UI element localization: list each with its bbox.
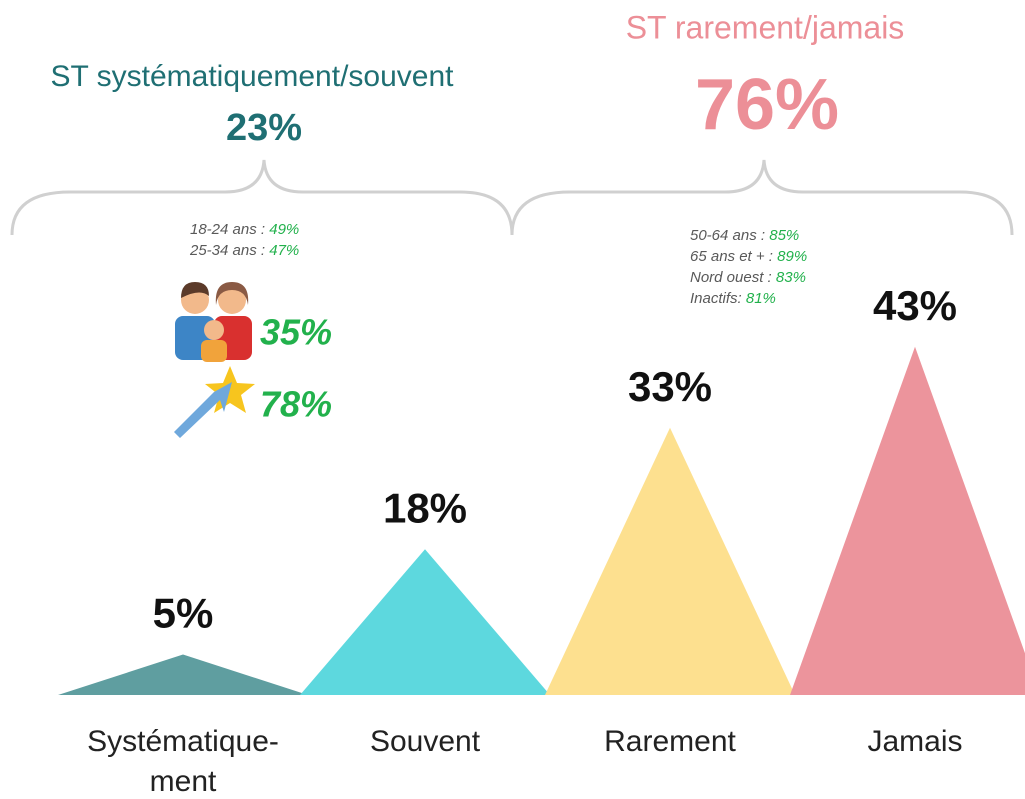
family-icon bbox=[175, 282, 252, 362]
group-title: ST rarement/jamais bbox=[626, 9, 905, 45]
note-value: 47% bbox=[269, 242, 299, 259]
note-value: 89% bbox=[777, 248, 807, 265]
value-label: 33% bbox=[628, 363, 712, 410]
note: 18-24 ans : 49% bbox=[190, 221, 299, 238]
icon-value: 78% bbox=[260, 384, 332, 425]
group-total: 23% bbox=[226, 107, 302, 149]
note-label: Inactifs: bbox=[690, 290, 742, 307]
star-click-icon bbox=[174, 366, 255, 438]
note: 25-34 ans : 47% bbox=[189, 242, 299, 259]
note: 50-64 ans : 85% bbox=[690, 227, 799, 244]
value-label: 5% bbox=[153, 590, 214, 637]
note-value: 85% bbox=[769, 227, 799, 244]
brace bbox=[10, 159, 514, 236]
note-value: 83% bbox=[776, 269, 806, 286]
note-label: 25-34 ans : bbox=[189, 242, 265, 259]
category-label: Jamais bbox=[867, 725, 962, 758]
note-value: 49% bbox=[269, 221, 299, 238]
note-label: 65 ans et + : bbox=[690, 248, 773, 265]
note: 65 ans et + : 89% bbox=[690, 248, 807, 265]
value-label: 18% bbox=[383, 484, 467, 531]
icon-value: 35% bbox=[260, 312, 332, 353]
group-total: 76% bbox=[695, 65, 839, 145]
brace bbox=[510, 159, 1014, 236]
category-label: Systématique-ment bbox=[87, 725, 279, 798]
peak bbox=[58, 654, 308, 695]
note: Inactifs: 81% bbox=[690, 290, 776, 307]
peak bbox=[790, 346, 1025, 695]
group-title: ST systématiquement/souvent bbox=[51, 60, 455, 93]
note-label: 18-24 ans : bbox=[190, 221, 265, 238]
peak bbox=[300, 549, 550, 695]
note-value: 81% bbox=[746, 290, 776, 307]
note-label: 50-64 ans : bbox=[690, 227, 765, 244]
peak bbox=[545, 427, 795, 695]
note-label: Nord ouest : bbox=[690, 269, 772, 286]
category-label: Rarement bbox=[604, 725, 736, 758]
category-label: Souvent bbox=[370, 725, 481, 758]
note: Nord ouest : 83% bbox=[690, 269, 806, 286]
value-label: 43% bbox=[873, 282, 957, 329]
